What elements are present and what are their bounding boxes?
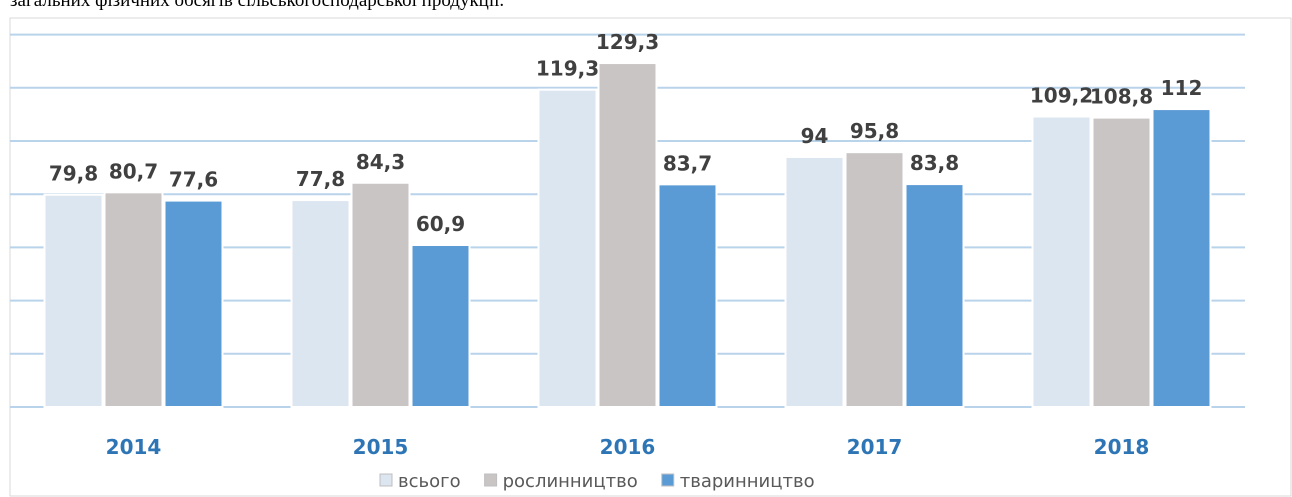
bar — [410, 244, 471, 408]
bar — [1151, 108, 1212, 409]
legend-label: рослинництво — [503, 471, 638, 492]
value-label: 84,3 — [356, 150, 405, 174]
value-label: 112 — [1161, 76, 1203, 100]
value-label: 77,6 — [169, 168, 218, 192]
legend-swatch — [379, 473, 393, 487]
value-label: 79,8 — [49, 162, 98, 186]
x-tick-label: 2015 — [353, 435, 409, 459]
bar — [103, 191, 164, 408]
value-label: 94 — [801, 124, 829, 148]
legend-label: всього — [398, 471, 461, 492]
legend-swatch — [661, 473, 675, 487]
value-label: 109,2 — [1030, 84, 1093, 108]
bar — [904, 183, 965, 408]
value-label: 80,7 — [109, 159, 158, 183]
x-tick-label: 2017 — [847, 435, 903, 459]
value-label: 83,8 — [910, 151, 959, 175]
value-label: 129,3 — [596, 30, 659, 54]
legend-label: тваринництво — [680, 471, 815, 492]
value-label: 108,8 — [1090, 85, 1153, 109]
x-tick-label: 2018 — [1094, 435, 1150, 459]
bar — [537, 88, 598, 409]
bar — [350, 181, 411, 408]
bar — [1031, 115, 1092, 408]
value-label: 83,7 — [663, 151, 712, 175]
bar — [784, 155, 845, 408]
x-tick-label: 2016 — [600, 435, 656, 459]
bar — [657, 183, 718, 408]
value-label: 77,8 — [296, 167, 345, 191]
bar — [1091, 116, 1152, 408]
value-label: 95,8 — [850, 119, 899, 143]
bar — [597, 62, 658, 408]
frame — [9, 17, 1292, 497]
value-label: 119,3 — [536, 57, 599, 81]
bar — [43, 193, 104, 408]
bar — [290, 199, 351, 408]
bar — [163, 199, 224, 408]
x-tick-label: 2014 — [106, 435, 162, 459]
value-label: 60,9 — [416, 212, 465, 236]
bar — [844, 151, 905, 408]
legend-swatch — [484, 473, 498, 487]
caption: загальних фізичних обсягів сільськогоспо… — [10, 0, 504, 11]
